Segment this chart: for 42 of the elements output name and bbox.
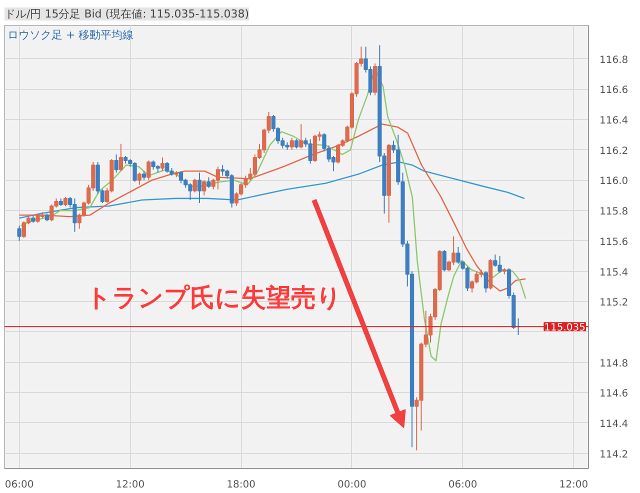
y-tick-label: 115.2 bbox=[600, 298, 628, 309]
chart-subtitle: ロウソク足 + 移動平均線 bbox=[8, 28, 134, 42]
candlestick bbox=[206, 176, 211, 188]
candlestick bbox=[299, 124, 304, 149]
candlestick bbox=[216, 166, 220, 190]
x-tick-label: 00:00 bbox=[338, 480, 366, 490]
candlestick bbox=[294, 138, 299, 149]
candlestick bbox=[178, 170, 184, 184]
y-tick-label: 114.4 bbox=[600, 418, 628, 430]
candlestick bbox=[202, 180, 206, 196]
candlestick bbox=[17, 225, 22, 242]
candlestick bbox=[114, 154, 118, 174]
candlestick bbox=[197, 172, 202, 204]
candlestick bbox=[142, 170, 146, 181]
candlestick bbox=[137, 172, 142, 186]
x-tick-label: 12:00 bbox=[116, 480, 145, 490]
y-tick-label: 116.0 bbox=[600, 176, 628, 188]
y-tick-label: 115.4 bbox=[600, 267, 628, 278]
candlestick bbox=[484, 270, 488, 294]
annotation: トランプ氏に失望売り bbox=[86, 283, 342, 312]
x-tick-label: 06:00 bbox=[4, 480, 34, 490]
y-tick-label: 115.8 bbox=[600, 206, 628, 218]
y-tick-label: 114.2 bbox=[600, 449, 628, 460]
candlestick bbox=[118, 143, 123, 172]
y-tick-label: 114.6 bbox=[600, 388, 628, 400]
y-tick-label: 116.8 bbox=[600, 54, 628, 66]
ref-line-label: 115.035 bbox=[544, 322, 586, 334]
candlestick bbox=[146, 160, 151, 181]
chart-title: ドル/円 15分足 Bid (現在値: 115.035-115.038) bbox=[4, 8, 250, 20]
candlestick bbox=[63, 196, 68, 207]
x-tick-label: 18:00 bbox=[226, 480, 256, 490]
y-tick-label: 115.6 bbox=[600, 236, 628, 248]
candlestick bbox=[442, 250, 446, 272]
y-tick-label: 116.4 bbox=[600, 116, 628, 127]
x-tick-label: 12:00 bbox=[559, 480, 588, 490]
y-tick-label: 116.6 bbox=[600, 85, 628, 96]
y-tick-label: 116.2 bbox=[600, 146, 628, 157]
y-tick-label: 114.8 bbox=[600, 358, 628, 370]
candlestick bbox=[290, 137, 294, 150]
candlestick bbox=[160, 156, 165, 172]
x-tick-label: 06:00 bbox=[448, 480, 478, 490]
candlestick bbox=[192, 178, 197, 193]
